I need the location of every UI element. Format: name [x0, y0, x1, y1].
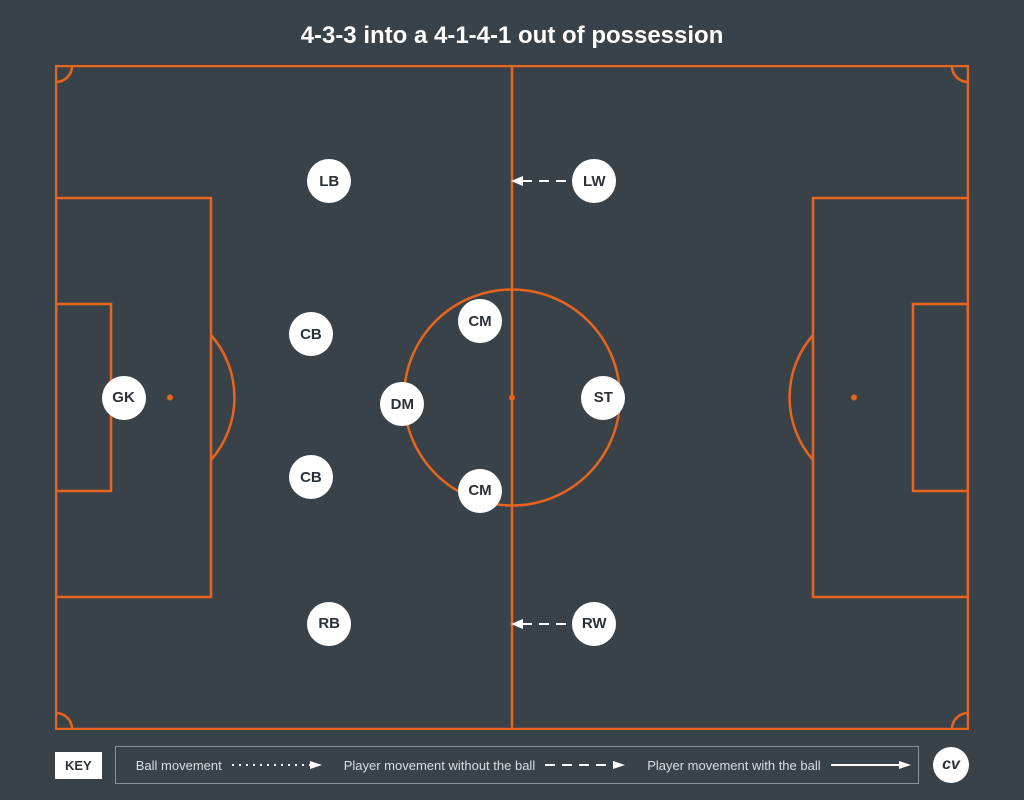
legend-item-text: Ball movement	[136, 758, 222, 773]
player-rw: RW	[572, 602, 616, 646]
legend-item-text: Player movement with the ball	[647, 758, 820, 773]
player-cb2: CB	[289, 455, 333, 499]
pitch: GK LB CB CB RB DM CM CM LW ST RW	[55, 65, 969, 730]
legend-item-player-without-ball: Player movement without the ball	[344, 758, 625, 773]
player-st: ST	[581, 376, 625, 420]
player-gk: GK	[102, 376, 146, 420]
legend-item-ball-movement: Ball movement	[136, 758, 322, 773]
movement-arrow-rw	[511, 617, 566, 631]
diagram-title: 4-3-3 into a 4-1-4-1 out of possession	[0, 22, 1024, 50]
player-cm2: CM	[458, 469, 502, 513]
dotted-arrow-icon	[232, 760, 322, 770]
player-cb1: CB	[289, 312, 333, 356]
player-rb: RB	[307, 602, 351, 646]
dashed-arrow-icon	[545, 760, 625, 770]
player-lb: LB	[307, 159, 351, 203]
brand-badge: cv	[933, 747, 969, 783]
solid-arrow-icon	[831, 760, 911, 770]
player-dm: DM	[380, 382, 424, 426]
legend-item-player-with-ball: Player movement with the ball	[647, 758, 910, 773]
legend: KEY Ball movement Player movement withou…	[55, 746, 969, 784]
legend-label: KEY	[55, 752, 102, 779]
player-cm1: CM	[458, 299, 502, 343]
legend-item-text: Player movement without the ball	[344, 758, 535, 773]
player-lw: LW	[572, 159, 616, 203]
movement-arrow-lw	[511, 174, 566, 188]
